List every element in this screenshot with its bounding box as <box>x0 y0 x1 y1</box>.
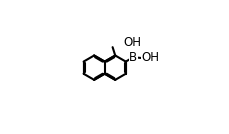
Text: B: B <box>129 51 137 64</box>
Text: OH: OH <box>123 36 141 49</box>
Text: OH: OH <box>141 51 159 64</box>
